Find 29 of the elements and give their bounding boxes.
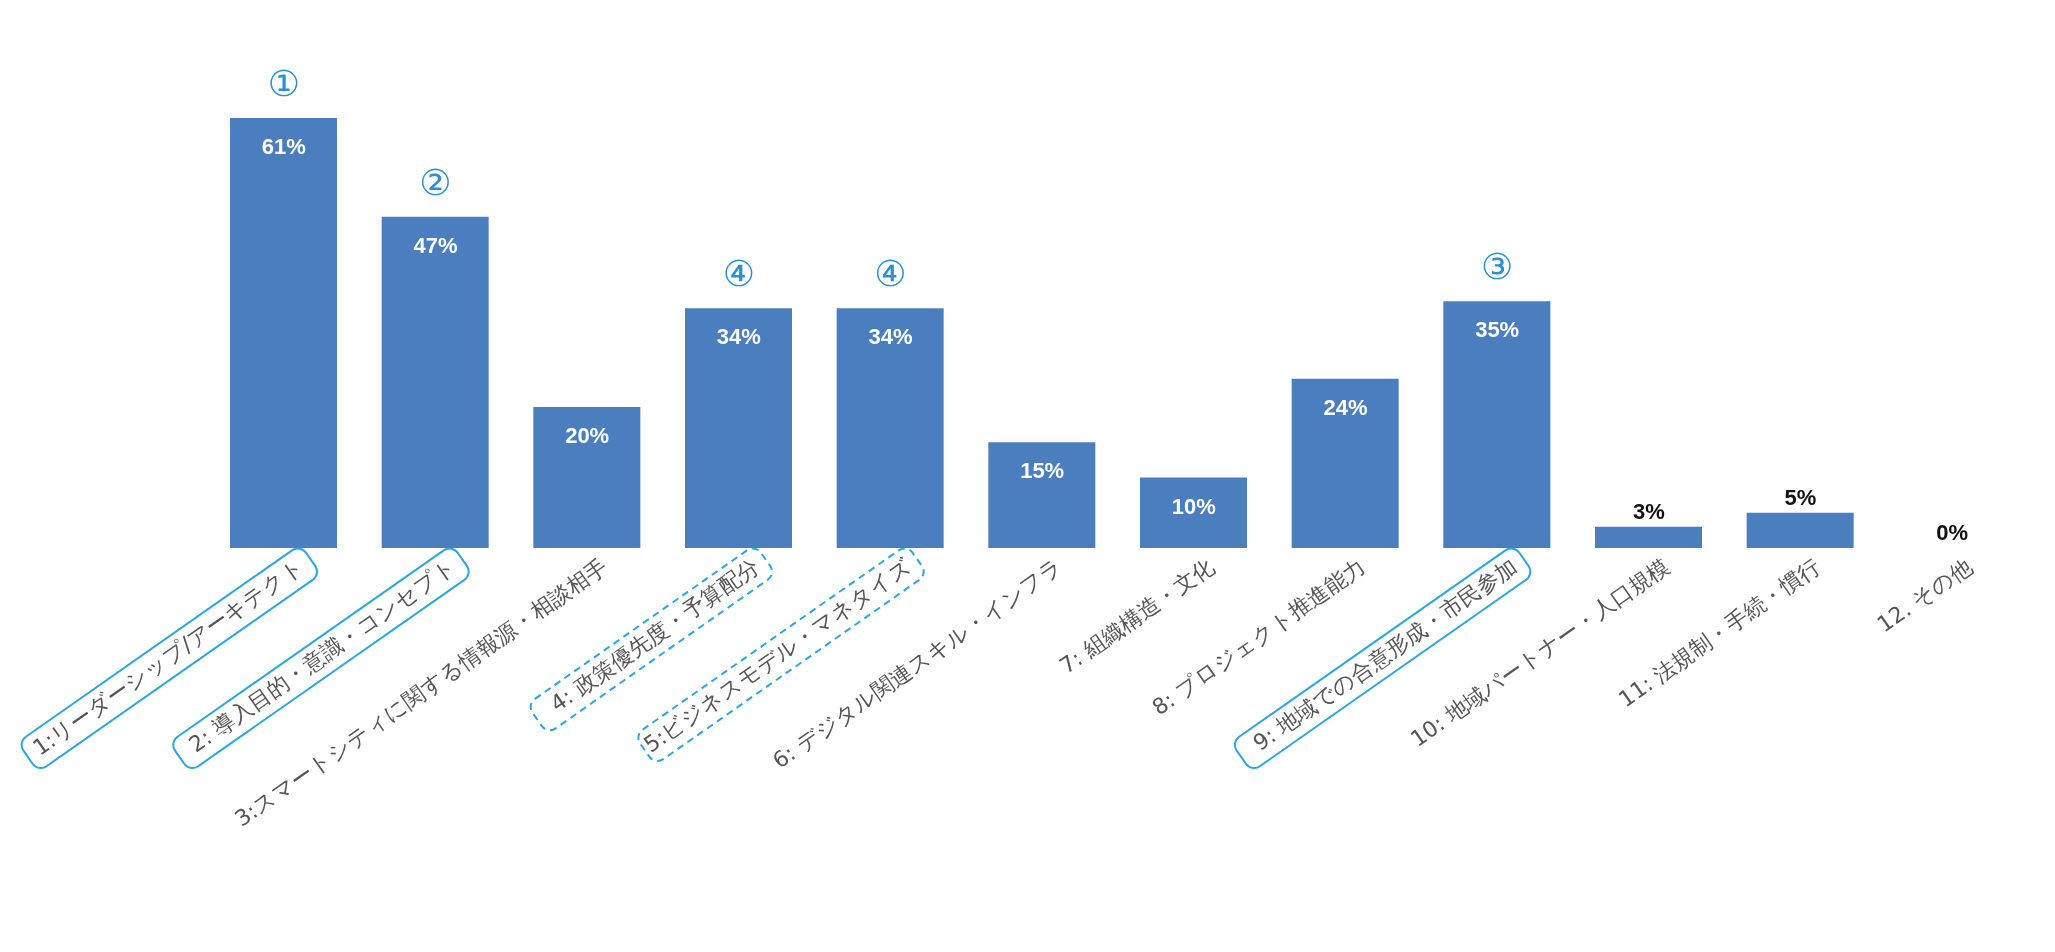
- annotation: ②: [419, 161, 452, 203]
- annotation: ④: [722, 253, 755, 295]
- bar: [533, 407, 641, 548]
- bar: [988, 442, 1096, 548]
- data-label: 47%: [413, 232, 458, 258]
- bar: [1443, 301, 1551, 548]
- bar: [685, 308, 792, 548]
- bar: [1746, 512, 1854, 548]
- data-label: 61%: [261, 134, 306, 159]
- annotation: ③: [1481, 246, 1514, 288]
- bar: [1595, 526, 1702, 548]
- data-label: 35%: [1475, 317, 1520, 343]
- bar: [1291, 378, 1399, 548]
- bar: [230, 118, 337, 548]
- data-label: 24%: [1323, 394, 1368, 420]
- data-label: 5%: [1784, 484, 1817, 510]
- bar: [1140, 477, 1247, 548]
- data-label: 3%: [1632, 498, 1665, 524]
- annotation: ①: [267, 63, 300, 104]
- data-label: 10%: [1171, 493, 1216, 519]
- bar: [381, 216, 489, 548]
- data-label: 0%: [1936, 520, 1969, 545]
- x-tick-label: 12. その他: [1872, 553, 1978, 638]
- data-label: 34%: [716, 324, 761, 350]
- annotation: ④: [874, 253, 907, 295]
- bar: [836, 308, 944, 548]
- data-label: 15%: [1020, 458, 1065, 484]
- data-label: 20%: [565, 423, 610, 449]
- data-label: 34%: [868, 324, 913, 350]
